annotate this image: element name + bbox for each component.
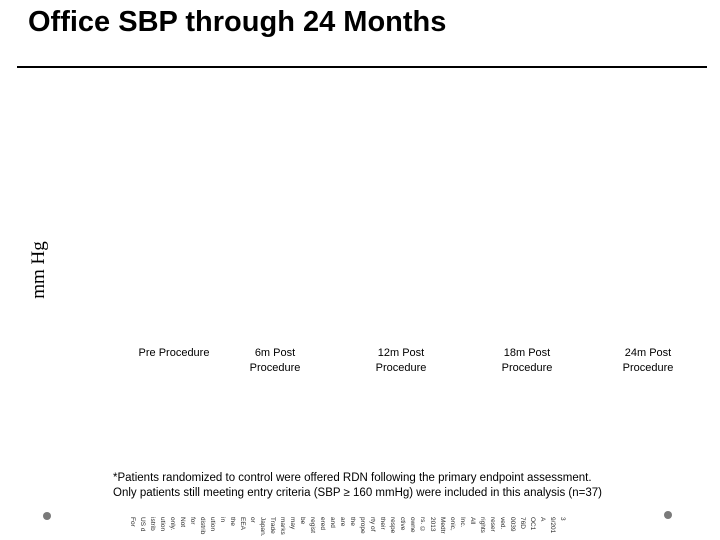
disclaimer-fragment: Not — [179, 517, 186, 528]
disclaimer-fragment: rty of — [369, 517, 376, 532]
disclaimer-fragment: OC1 — [529, 517, 536, 531]
x-axis-category-label: 6m Post — [254, 347, 296, 359]
footnote-line-2: Only patients still meeting entry criter… — [113, 487, 602, 499]
disclaimer-fragment: or — [249, 517, 256, 523]
disclaimer-fragment: ution — [209, 517, 216, 532]
disclaimer-micro-text: For US d istrib ution only. Not for distrib utio… — [129, 517, 566, 540]
disclaimer-fragment: EEA — [239, 517, 246, 531]
chart-plot-area — [110, 80, 710, 342]
disclaimer-fragment: and — [329, 517, 336, 528]
disclaimer-fragment: rs. © — [419, 517, 426, 534]
disclaimer-fragment: may — [289, 517, 296, 530]
disclaimer-fragment: respe — [389, 517, 396, 534]
disclaimer-fragment: the — [229, 517, 236, 527]
disclaimer-fragment: 9/201 — [549, 517, 556, 534]
disclaimer-fragment: 2013 — [429, 517, 436, 532]
bullet-dot-left — [43, 512, 51, 520]
disclaimer-fragment: ctive — [399, 517, 406, 531]
disclaimer-fragment: be — [299, 517, 306, 525]
x-axis-category-24m: 24m Post Procedure — [598, 346, 698, 375]
disclaimer-fragment: owne — [409, 517, 416, 533]
x-axis-category-12m: 12m Post Procedure — [351, 346, 451, 375]
disclaimer-fragment: 76D — [519, 517, 526, 529]
x-axis-category-label: 18m Post — [503, 347, 551, 359]
x-axis-category-label: Procedure — [375, 361, 427, 374]
disclaimer-fragment: prope — [359, 517, 366, 534]
disclaimer-fragment: 0039 — [509, 517, 516, 532]
x-axis-category-label: Procedure — [622, 361, 674, 374]
disclaimer-fragment: For — [129, 517, 136, 527]
x-axis-category-pre: Pre Procedure — [124, 346, 224, 361]
x-axis-category-18m: 18m Post Procedure — [477, 346, 577, 375]
disclaimer-fragment: ved. — [499, 517, 506, 530]
disclaimer-fragment: Trade — [269, 517, 276, 534]
disclaimer-fragment: the — [349, 517, 356, 527]
disclaimer-fragment: Inc. — [459, 517, 466, 528]
x-axis-category-label: 24m Post — [624, 347, 672, 359]
disclaimer-fragment: in — [219, 517, 226, 523]
disclaimer-fragment: US d — [139, 517, 146, 532]
disclaimer-fragment: their — [379, 517, 386, 530]
disclaimer-fragment: rights — [479, 517, 486, 533]
bullet-dot-right — [664, 511, 672, 519]
disclaimer-fragment: reser — [489, 517, 496, 532]
disclaimer-fragment: Medtr — [439, 517, 446, 534]
disclaimer-fragment: ered — [319, 517, 326, 531]
disclaimer-fragment: are — [339, 517, 346, 527]
disclaimer-fragment: ution — [159, 517, 166, 532]
disclaimer-fragment: distrib — [199, 517, 206, 535]
disclaimer-fragment: istrib — [149, 517, 156, 531]
disclaimer-fragment: marks — [279, 517, 286, 535]
footnote: *Patients randomized to control were off… — [113, 471, 653, 501]
disclaimer-fragment: A — [539, 517, 546, 522]
y-axis-label: mm Hg — [28, 241, 49, 299]
disclaimer-fragment: 3 — [559, 517, 566, 521]
slide-title: Office SBP through 24 Months — [28, 6, 447, 38]
footnote-line-1: *Patients randomized to control were off… — [113, 472, 592, 484]
x-axis-category-label: Pre Procedure — [138, 347, 210, 359]
x-axis-category-6m: 6m Post Procedure — [225, 346, 325, 375]
x-axis-category-label: Procedure — [249, 361, 301, 374]
disclaimer-fragment: onic, — [449, 517, 456, 531]
disclaimer-fragment: for — [189, 517, 196, 525]
disclaimer-fragment: All — [469, 517, 476, 525]
disclaimer-fragment: Japan. — [259, 517, 266, 537]
title-divider — [17, 66, 707, 68]
disclaimer-fragment: regist — [309, 517, 316, 533]
disclaimer-fragment: only. — [169, 517, 176, 531]
x-axis-category-label: Procedure — [501, 361, 553, 374]
x-axis-category-label: 12m Post — [377, 347, 425, 359]
